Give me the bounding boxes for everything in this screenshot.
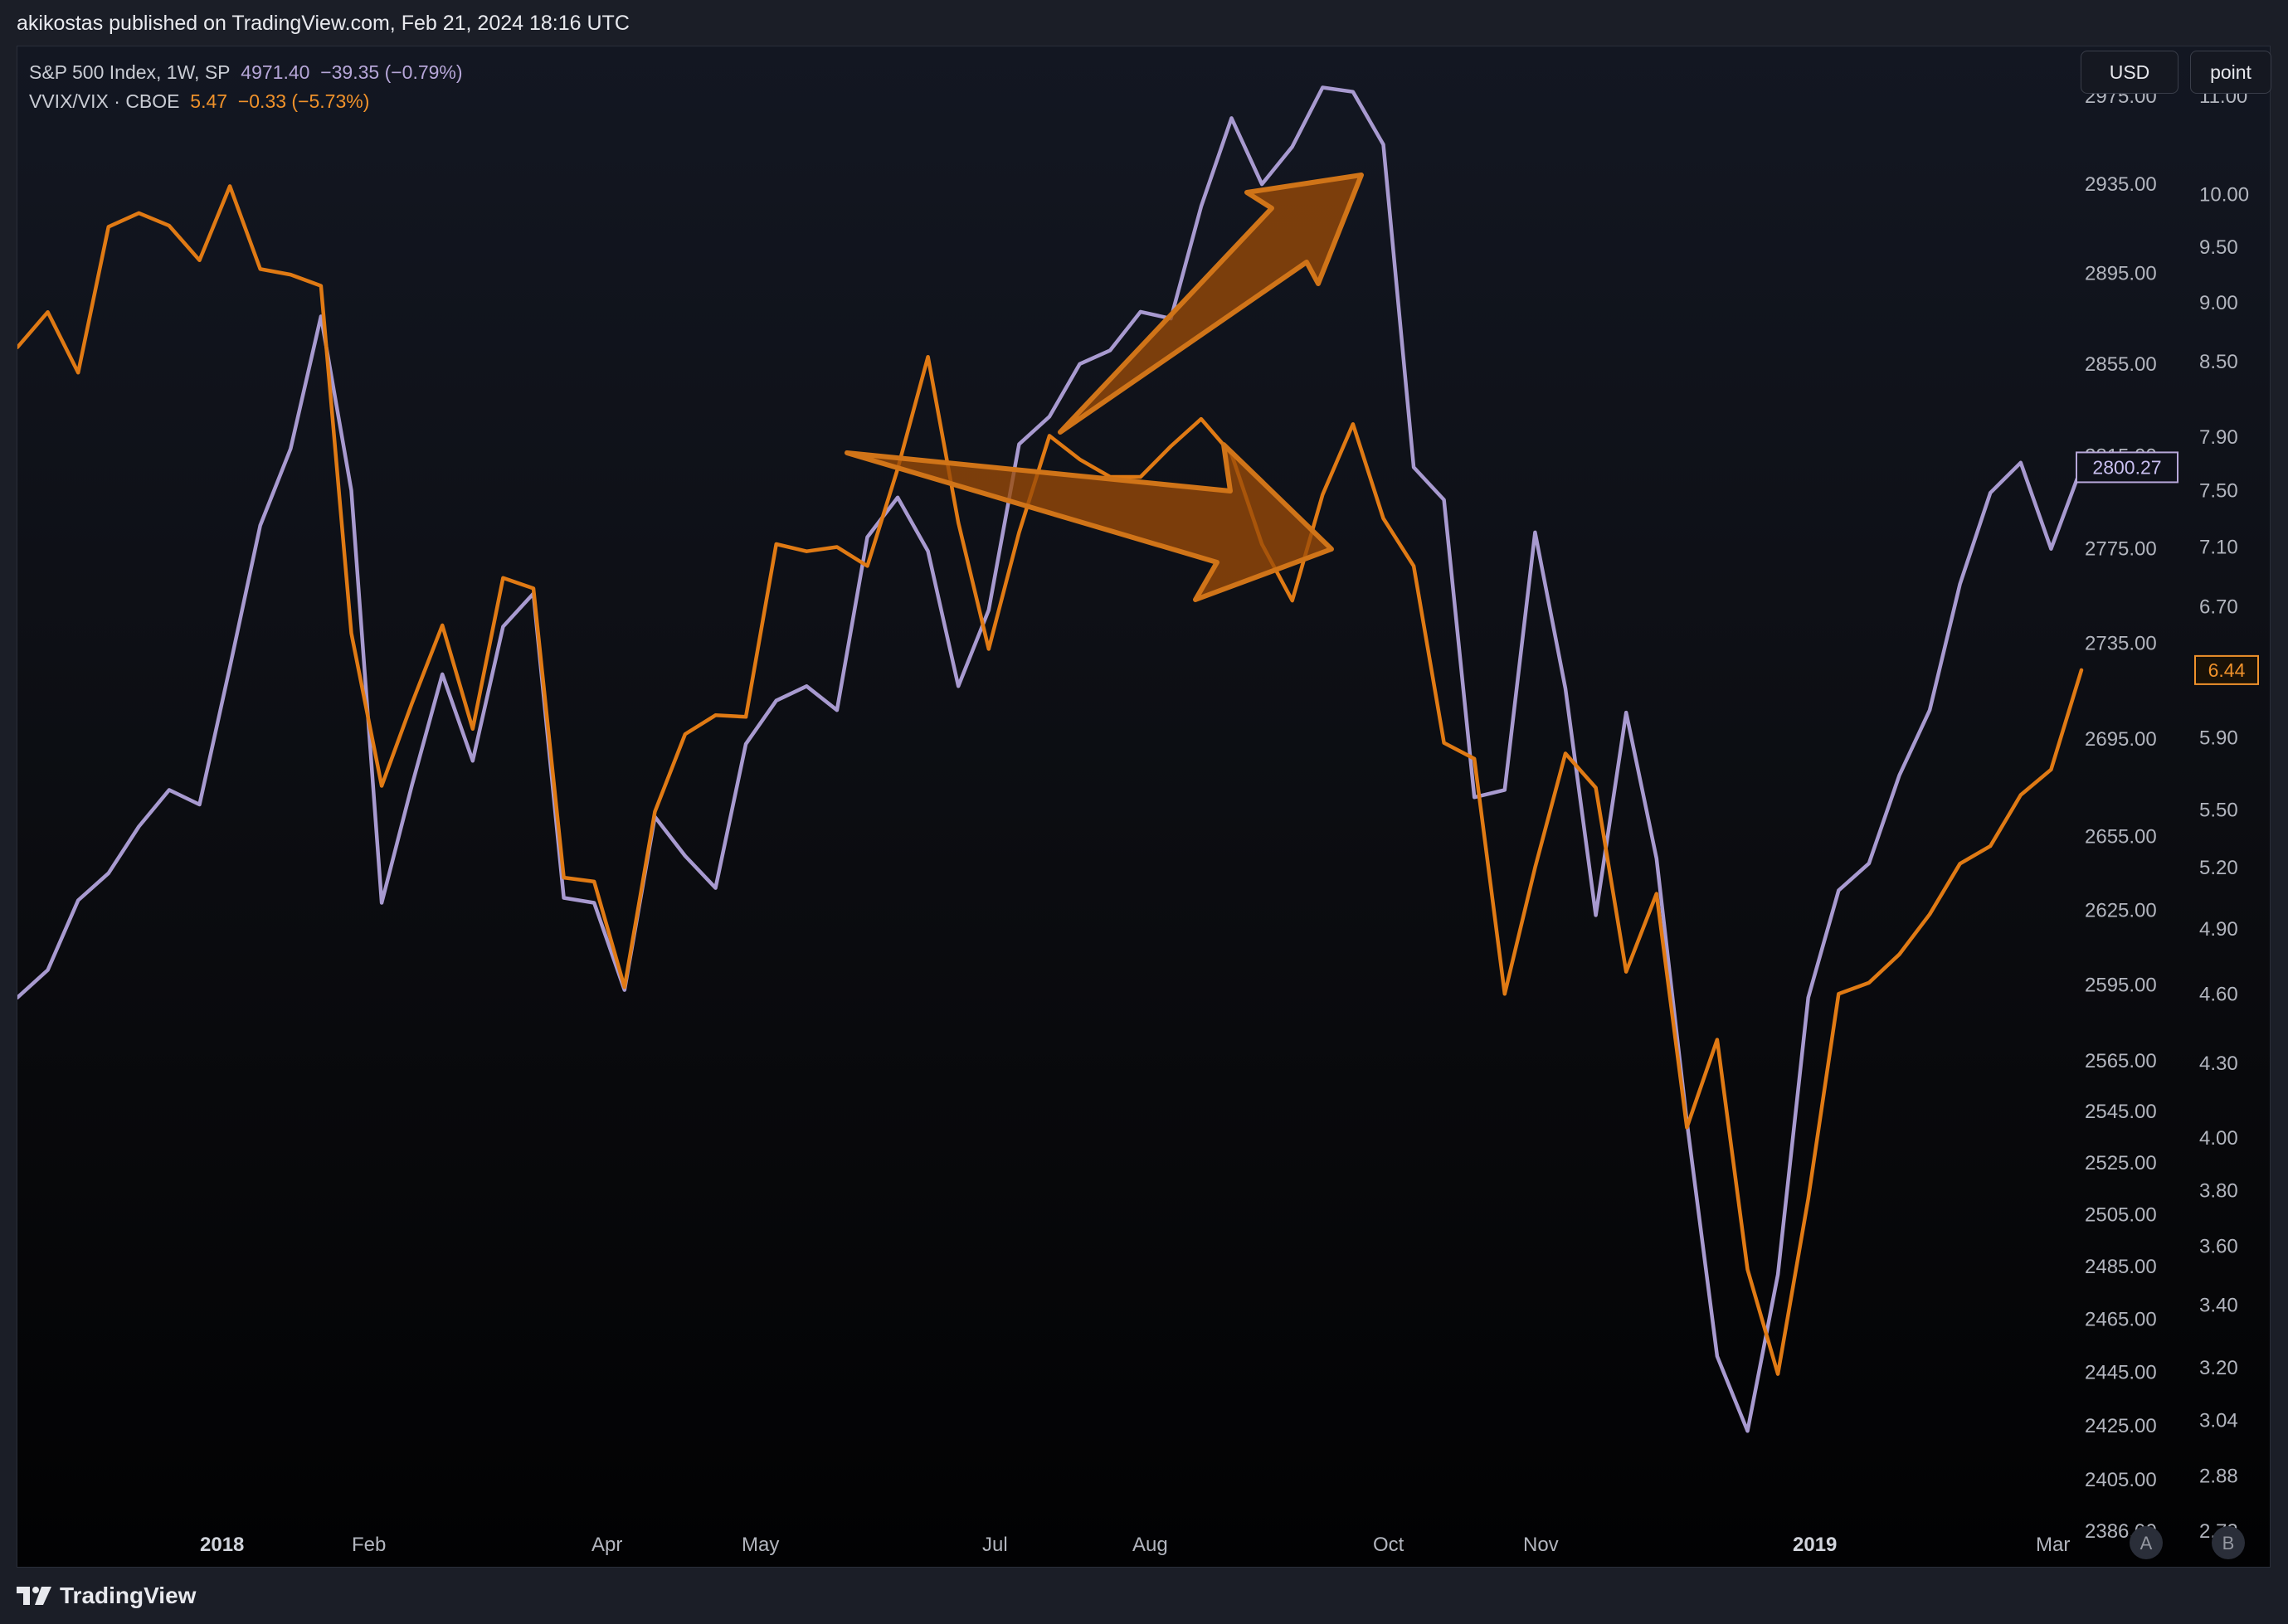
vvix-last-value-label: 6.44 <box>2208 659 2246 681</box>
y-tick-label-vvix: 3.20 <box>2199 1357 2238 1379</box>
legend-vvix-value: 5.47 <box>190 90 228 112</box>
x-axis: 2018 Feb Apr May Jul Aug Oct Nov 2019 Mar <box>200 1534 2070 1556</box>
scale-b-button-circle <box>2212 1526 2245 1559</box>
y-tick-label-vvix: 7.10 <box>2199 536 2238 558</box>
y-tick-label-spx: 2595.00 <box>2085 975 2157 997</box>
y-tick-label-vvix: 5.20 <box>2199 857 2238 879</box>
currency-button[interactable]: USD <box>2081 51 2178 94</box>
scale-a-button-label: A <box>2140 1533 2153 1553</box>
legend-spx-name: S&P 500 Index, 1W, SP <box>29 61 231 83</box>
tradingview-brand[interactable]: TradingView <box>17 1583 196 1609</box>
y-tick-label-vvix: 4.90 <box>2199 918 2238 941</box>
y-tick-label-spx: 2545.00 <box>2085 1101 2157 1123</box>
spx-last-value-box <box>2076 451 2178 484</box>
footer: TradingView <box>0 1566 2288 1624</box>
vvix-line[interactable] <box>17 184 2084 1376</box>
tradingview-logo-icon <box>17 1587 51 1605</box>
scale-b-button[interactable]: B <box>2212 1526 2245 1559</box>
y-tick-label-vvix: 9.50 <box>2199 236 2238 259</box>
scale-a-button[interactable]: A <box>2130 1526 2163 1559</box>
spx-last-value-label: 2800.27 <box>2092 456 2161 478</box>
scale-b-button-label: B <box>2222 1533 2235 1553</box>
y-tick-label-vvix: 3.60 <box>2199 1236 2238 1258</box>
top-bar: akikostas published on TradingView.com, … <box>0 0 2288 50</box>
y-tick-label-vvix: 3.40 <box>2199 1295 2238 1317</box>
x-tick-label: Apr <box>591 1534 622 1556</box>
y-tick-label-spx: 2935.00 <box>2085 173 2157 196</box>
x-tick-label: Oct <box>1373 1534 1404 1556</box>
y-tick-label-vvix: 6.70 <box>2199 596 2238 618</box>
legend-spx-value: 4971.40 <box>241 61 310 83</box>
y-tick-label-vvix: 2.88 <box>2199 1466 2238 1488</box>
vvix-last-value-box <box>2194 654 2259 685</box>
y-tick-label-vvix: 4.00 <box>2199 1127 2238 1150</box>
unit-button[interactable]: point <box>2190 51 2271 94</box>
y-tick-label-vvix: 10.00 <box>2199 183 2249 206</box>
scale-a-button-circle <box>2130 1526 2163 1559</box>
y-tick-label-vvix: 3.80 <box>2199 1179 2238 1202</box>
x-tick-label: 2018 <box>200 1534 244 1556</box>
x-tick-label: Aug <box>1132 1534 1168 1556</box>
y-tick-label-vvix: 5.50 <box>2199 799 2238 821</box>
y-tick-label-vvix: 5.90 <box>2199 727 2238 749</box>
legend-spx[interactable]: S&P 500 Index, 1W, SP 4971.40 −39.35 (−0… <box>29 58 463 87</box>
series-lines <box>17 85 2084 1433</box>
annotation-arrow-up-right[interactable] <box>1058 173 1364 435</box>
y-tick-label-vvix: 9.00 <box>2199 292 2238 314</box>
x-tick-label: 2019 <box>1793 1534 1837 1556</box>
legend-vvix-name: VVIX/VIX · CBOE <box>29 90 180 112</box>
y-tick-label-vvix: 8.50 <box>2199 351 2238 373</box>
y-tick-label-spx: 2505.00 <box>2085 1203 2157 1226</box>
y-tick-label-spx: 2625.00 <box>2085 899 2157 921</box>
y-tick-label-vvix: 4.30 <box>2199 1053 2238 1075</box>
y-tick-label-spx: 2485.00 <box>2085 1256 2157 1278</box>
legend-vvix-change: −0.33 (−5.73%) <box>237 90 370 112</box>
y-tick-label-spx: 2525.00 <box>2085 1152 2157 1174</box>
y-tick-label-vvix: 7.50 <box>2199 479 2238 502</box>
y-tick-label-spx: 2655.00 <box>2085 825 2157 848</box>
y-tick-label-vvix: 4.60 <box>2199 983 2238 1005</box>
x-tick-label: Nov <box>1523 1534 1559 1556</box>
y-tick-label-spx: 2425.00 <box>2085 1415 2157 1437</box>
spx-line[interactable] <box>17 85 2084 1433</box>
x-tick-label: Jul <box>982 1534 1008 1556</box>
y-tick-label-spx: 2405.00 <box>2085 1469 2157 1491</box>
y-tick-label-spx: 2775.00 <box>2085 538 2157 561</box>
chart-pane[interactable]: 2975.002935.002895.002855.002815.002775.… <box>17 46 2271 1568</box>
x-tick-label: Mar <box>2036 1534 2070 1556</box>
legend-vvix[interactable]: VVIX/VIX · CBOE 5.47 −0.33 (−5.73%) <box>29 87 463 116</box>
y-tick-label-spx: 2565.00 <box>2085 1050 2157 1072</box>
annotations[interactable] <box>845 173 1364 602</box>
x-tick-label: Feb <box>352 1534 386 1556</box>
y-tick-label-vvix: 3.04 <box>2199 1409 2238 1432</box>
y-tick-label-spx: 2735.00 <box>2085 633 2157 655</box>
y-tick-label-spx: 2695.00 <box>2085 728 2157 751</box>
publisher-info: akikostas published on TradingView.com, … <box>17 12 630 35</box>
annotation-arrow-right[interactable] <box>845 442 1334 602</box>
y-tick-label-spx: 2465.00 <box>2085 1309 2157 1331</box>
brand-name: TradingView <box>60 1583 197 1608</box>
x-tick-label: May <box>742 1534 779 1556</box>
y-tick-label-vvix: 7.90 <box>2199 426 2238 449</box>
legend-spx-change: −39.35 (−0.79%) <box>320 61 463 83</box>
y-axes: 2975.002935.002895.002855.002815.002775.… <box>2085 85 2249 1543</box>
last-value-labels: 2800.27 6.44 <box>2076 451 2259 685</box>
y-tick-label-spx: 2895.00 <box>2085 263 2157 285</box>
y-tick-label-spx: 2855.00 <box>2085 353 2157 376</box>
legend: S&P 500 Index, 1W, SP 4971.40 −39.35 (−0… <box>29 58 463 116</box>
y-tick-label-spx: 2445.00 <box>2085 1361 2157 1383</box>
chart-canvas[interactable]: 2975.002935.002895.002855.002815.002775.… <box>17 46 2270 1567</box>
